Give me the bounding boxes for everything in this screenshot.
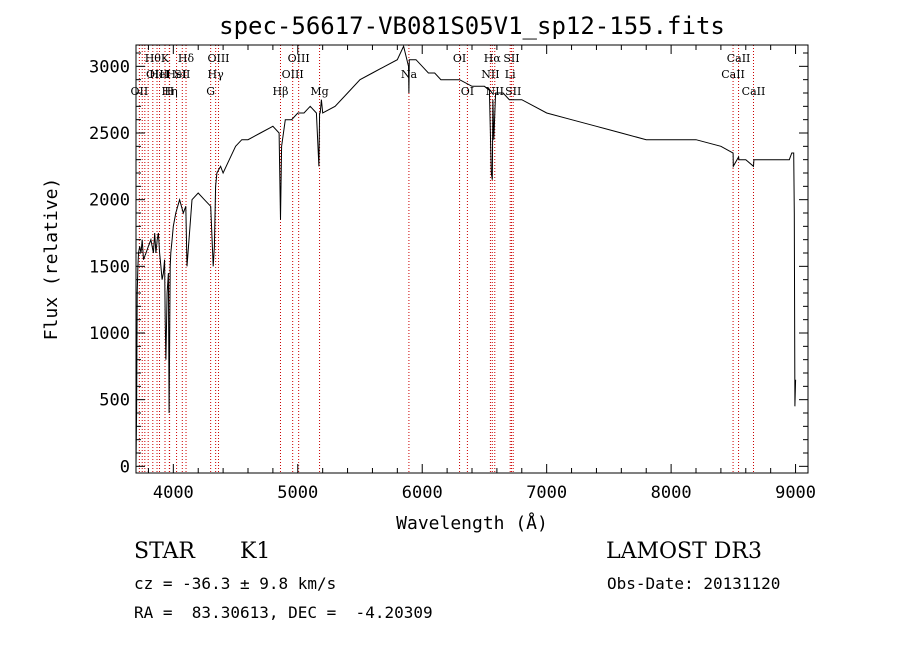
spectral-line-labels: OIIHθOIIIHeIKHHηHeISIIHδGHγOIIIHβOIIIOII… [131, 52, 766, 98]
spectral-line-label: SII [503, 52, 519, 65]
y-tick-label: 500 [99, 391, 130, 411]
spectral-line-label: Hβ [273, 85, 289, 98]
spectral-line-label: OII [131, 85, 149, 98]
y-tick-label: 0 [120, 457, 130, 477]
x-tick-label: 5000 [277, 483, 318, 503]
spectral-line-label: CaII [742, 85, 766, 98]
y-tick-label: 1000 [89, 324, 130, 344]
spectral-line-markers [138, 45, 754, 473]
spectral-line-label: HeI [166, 68, 186, 81]
spectral-line-label: Hα [484, 52, 502, 65]
spectral-line-label: OIII [146, 68, 168, 81]
spectral-line-label: SII [174, 68, 190, 81]
survey-release: LAMOST DR3 [606, 539, 762, 564]
spectral-line-label: Hθ [145, 52, 162, 65]
spectral-line-label: Li [505, 68, 516, 81]
spectral-line-label: CaII [721, 68, 745, 81]
x-tick-label: 4000 [153, 483, 194, 503]
y-tick-label: 3000 [89, 57, 130, 77]
observation-date: Obs-Date: 20131120 [607, 574, 781, 593]
spectral-line-label: OIII [288, 52, 310, 65]
axis-ticks: 4000 5000 6000 7000 8000 9000 0 500 1000 1500 2000… [89, 45, 816, 503]
spectral-line-label: OIII [282, 68, 304, 81]
spectral-line-label: OIII [207, 52, 229, 65]
spectral-line-label: Hη [162, 85, 178, 98]
chart-title: spec-56617-VB081S05V1_sp12-155.fits [219, 12, 725, 40]
redshift-velocity: cz = -36.3 ± 9.8 km/s [134, 574, 337, 593]
object-type: STAR [134, 539, 195, 564]
spectral-line-label: NII [486, 85, 504, 98]
spectral-line-label: Hδ [178, 52, 195, 65]
spectral-line-label: Mg [310, 85, 328, 98]
spectral-line-label: SII [505, 85, 521, 98]
plot-frame [135, 44, 809, 474]
x-tick-label: 8000 [651, 483, 692, 503]
x-tick-label: 9000 [775, 483, 816, 503]
spectral-line-label: CaII [727, 52, 751, 65]
x-tick-label: 6000 [402, 483, 443, 503]
spectral-line-label: Hγ [208, 68, 225, 81]
y-tick-label: 2500 [89, 124, 130, 144]
spectral-line-label: OI [461, 85, 474, 98]
object-subclass: K1 [240, 539, 271, 564]
spectral-line-label: OI [453, 52, 466, 65]
flux-series-line [135, 44, 797, 467]
x-axis-label: Wavelength (Å) [396, 512, 548, 534]
spectral-line-label: H [165, 85, 175, 98]
spectral-line-label: K [161, 52, 170, 65]
spectral-line-label: G [206, 85, 215, 98]
y-axis-label: Flux (relative) [41, 178, 62, 341]
y-tick-label: 1500 [89, 257, 130, 277]
spectral-line-label: HeI [149, 68, 169, 81]
coordinates: RA = 83.30613, DEC = -4.20309 [134, 603, 433, 622]
y-tick-label: 2000 [89, 191, 130, 211]
spectral-line-label: NII [481, 68, 499, 81]
x-tick-label: 7000 [526, 483, 567, 503]
